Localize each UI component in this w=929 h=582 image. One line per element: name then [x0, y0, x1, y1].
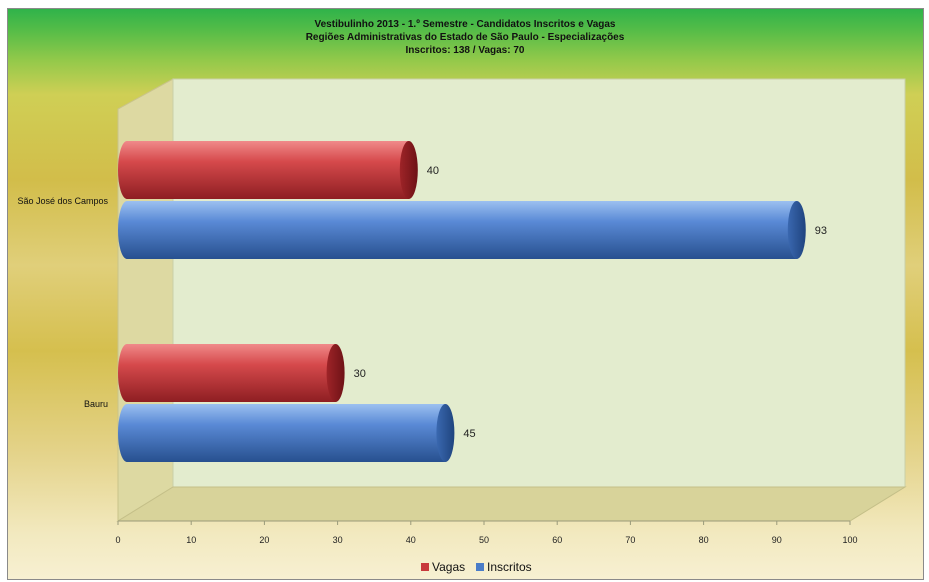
- bar-inscritos: [118, 404, 455, 462]
- data-label: 45: [463, 428, 475, 440]
- x-axis-ticks: 0 10 20 30 40 50 60 70 80 90 100: [115, 521, 858, 545]
- x-tick-label: 40: [406, 535, 416, 545]
- bar-end-cap: [399, 141, 418, 199]
- legend-label-inscritos: Inscritos: [487, 560, 532, 574]
- bar-body: [118, 344, 336, 402]
- plot-floor: [116, 486, 907, 522]
- bar-chart: Vestibulinho 2013 - 1.º Semestre - Candi…: [17, 19, 907, 574]
- data-label: 40: [427, 165, 439, 177]
- bar-end-cap: [436, 404, 455, 462]
- bars: [118, 141, 806, 462]
- data-labels: 40 93 30 45: [354, 165, 827, 440]
- data-label: 93: [815, 225, 827, 237]
- legend-label-vagas: Vagas: [432, 560, 465, 574]
- legend: Vagas Inscritos: [421, 560, 532, 574]
- x-tick-label: 70: [625, 535, 635, 545]
- x-tick-label: 90: [772, 535, 782, 545]
- bar-end-cap: [787, 201, 806, 259]
- chart-container: Vestibulinho 2013 - 1.º Semestre - Candi…: [7, 8, 924, 580]
- category-label: Bauru: [84, 399, 108, 409]
- category-labels: São José dos Campos Bauru: [17, 196, 108, 409]
- category-label: São José dos Campos: [17, 196, 108, 206]
- bar-body: [118, 201, 797, 259]
- bar-body: [118, 141, 409, 199]
- x-tick-label: 80: [699, 535, 709, 545]
- x-tick-label: 100: [842, 535, 857, 545]
- bar-body: [118, 404, 446, 462]
- title-line-2: Regiões Administrativas do Estado de São…: [306, 32, 625, 43]
- title-line-3: Inscritos: 138 / Vagas: 70: [406, 45, 525, 56]
- x-tick-label: 0: [115, 535, 120, 545]
- x-tick-label: 60: [552, 535, 562, 545]
- legend-swatch-vagas: [421, 563, 429, 571]
- bar-inscritos: [118, 201, 806, 259]
- bar-vagas: [118, 141, 418, 199]
- bar-end-cap: [326, 344, 345, 402]
- x-tick-label: 20: [259, 535, 269, 545]
- x-tick-label: 10: [186, 535, 196, 545]
- title-line-1: Vestibulinho 2013 - 1.º Semestre - Candi…: [315, 19, 616, 30]
- legend-swatch-inscritos: [476, 563, 484, 571]
- x-tick-label: 30: [333, 535, 343, 545]
- data-label: 30: [354, 368, 366, 380]
- x-tick-label: 50: [479, 535, 489, 545]
- chart-title: Vestibulinho 2013 - 1.º Semestre - Candi…: [306, 19, 625, 56]
- bar-vagas: [118, 344, 345, 402]
